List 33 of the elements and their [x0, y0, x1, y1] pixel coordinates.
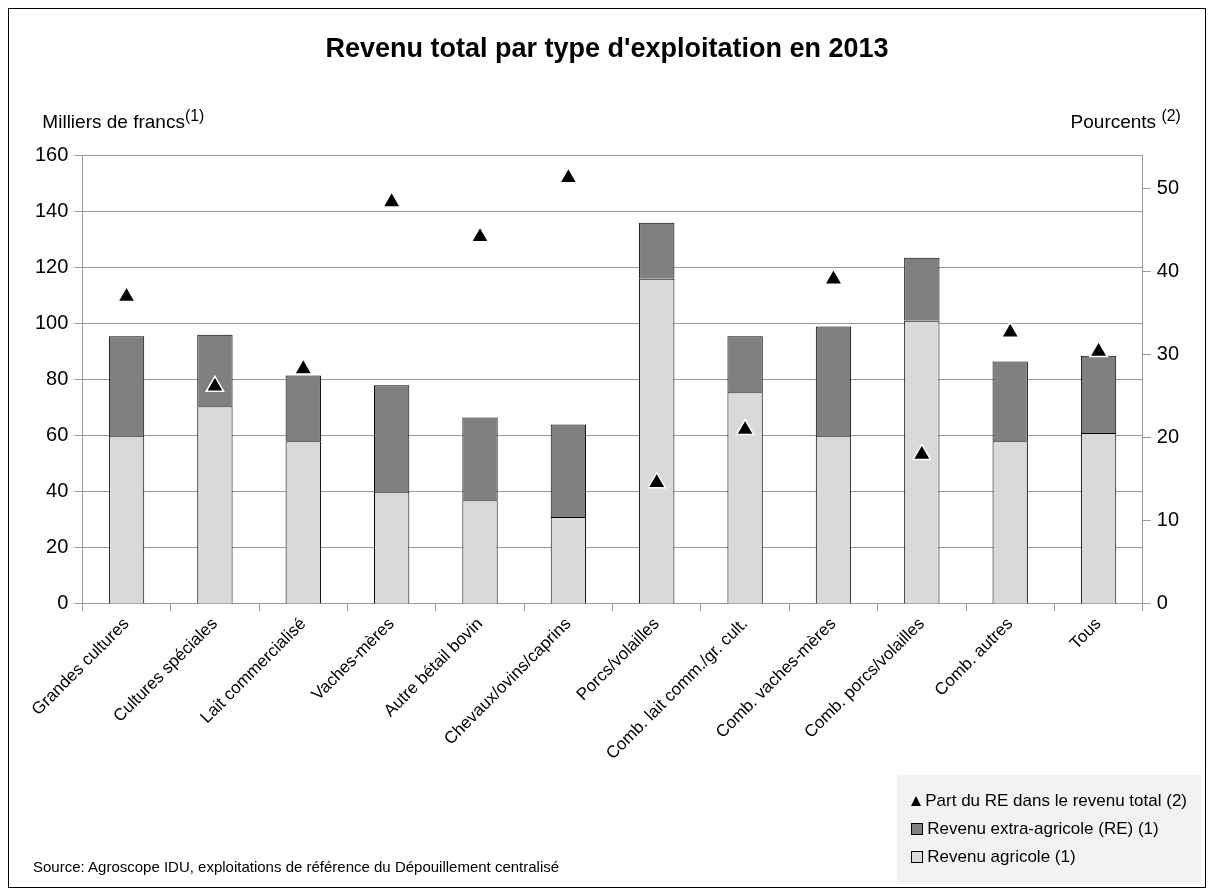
y2-tick-label: 30	[1156, 342, 1179, 365]
y2-tick-label: 40	[1156, 259, 1179, 282]
point	[558, 167, 578, 184]
y-tick-label: 160	[34, 142, 69, 165]
y-tick-label: 0	[57, 591, 69, 614]
y-axis-title: Milliers de francs$^{(1)}$	[42, 107, 205, 134]
legend-label: Revenu agricole (1)	[927, 847, 1076, 867]
y-tick-label: 140	[34, 198, 69, 221]
point	[912, 443, 932, 461]
point	[647, 471, 667, 489]
y-tick-label: 20	[46, 535, 69, 558]
y-tick-label: 60	[46, 423, 69, 446]
y-tick-label: 40	[46, 479, 69, 502]
point	[1000, 321, 1020, 339]
chart-title: Revenu total par type d'exploitation en 2013	[325, 32, 889, 63]
y-tick-label: 120	[34, 255, 69, 278]
y-tick-label: 100	[34, 311, 69, 334]
point	[735, 418, 755, 436]
point	[824, 268, 843, 285]
point	[205, 375, 225, 393]
y2-tick-label: 20	[1156, 425, 1179, 448]
y2-axis-title: Pourcents $^{(2)}$	[1070, 107, 1181, 134]
point	[470, 226, 490, 243]
legend-label: Part du RE dans le revenu total (2)	[925, 791, 1187, 811]
y2-tick-label: 10	[1156, 508, 1179, 531]
y2-tick-label: 0	[1156, 591, 1168, 614]
point	[382, 191, 402, 208]
source-note: Source: Agroscope IDU, exploitations de référence du Dépouillement centralisé	[33, 858, 560, 875]
x-tick-label: Tous	[1065, 613, 1105, 653]
point	[293, 358, 313, 375]
legend-label: Revenu extra-agricole (RE) (1)	[927, 819, 1159, 839]
y2-tick-label: 50	[1156, 176, 1179, 199]
y-tick-label: 80	[46, 367, 69, 390]
